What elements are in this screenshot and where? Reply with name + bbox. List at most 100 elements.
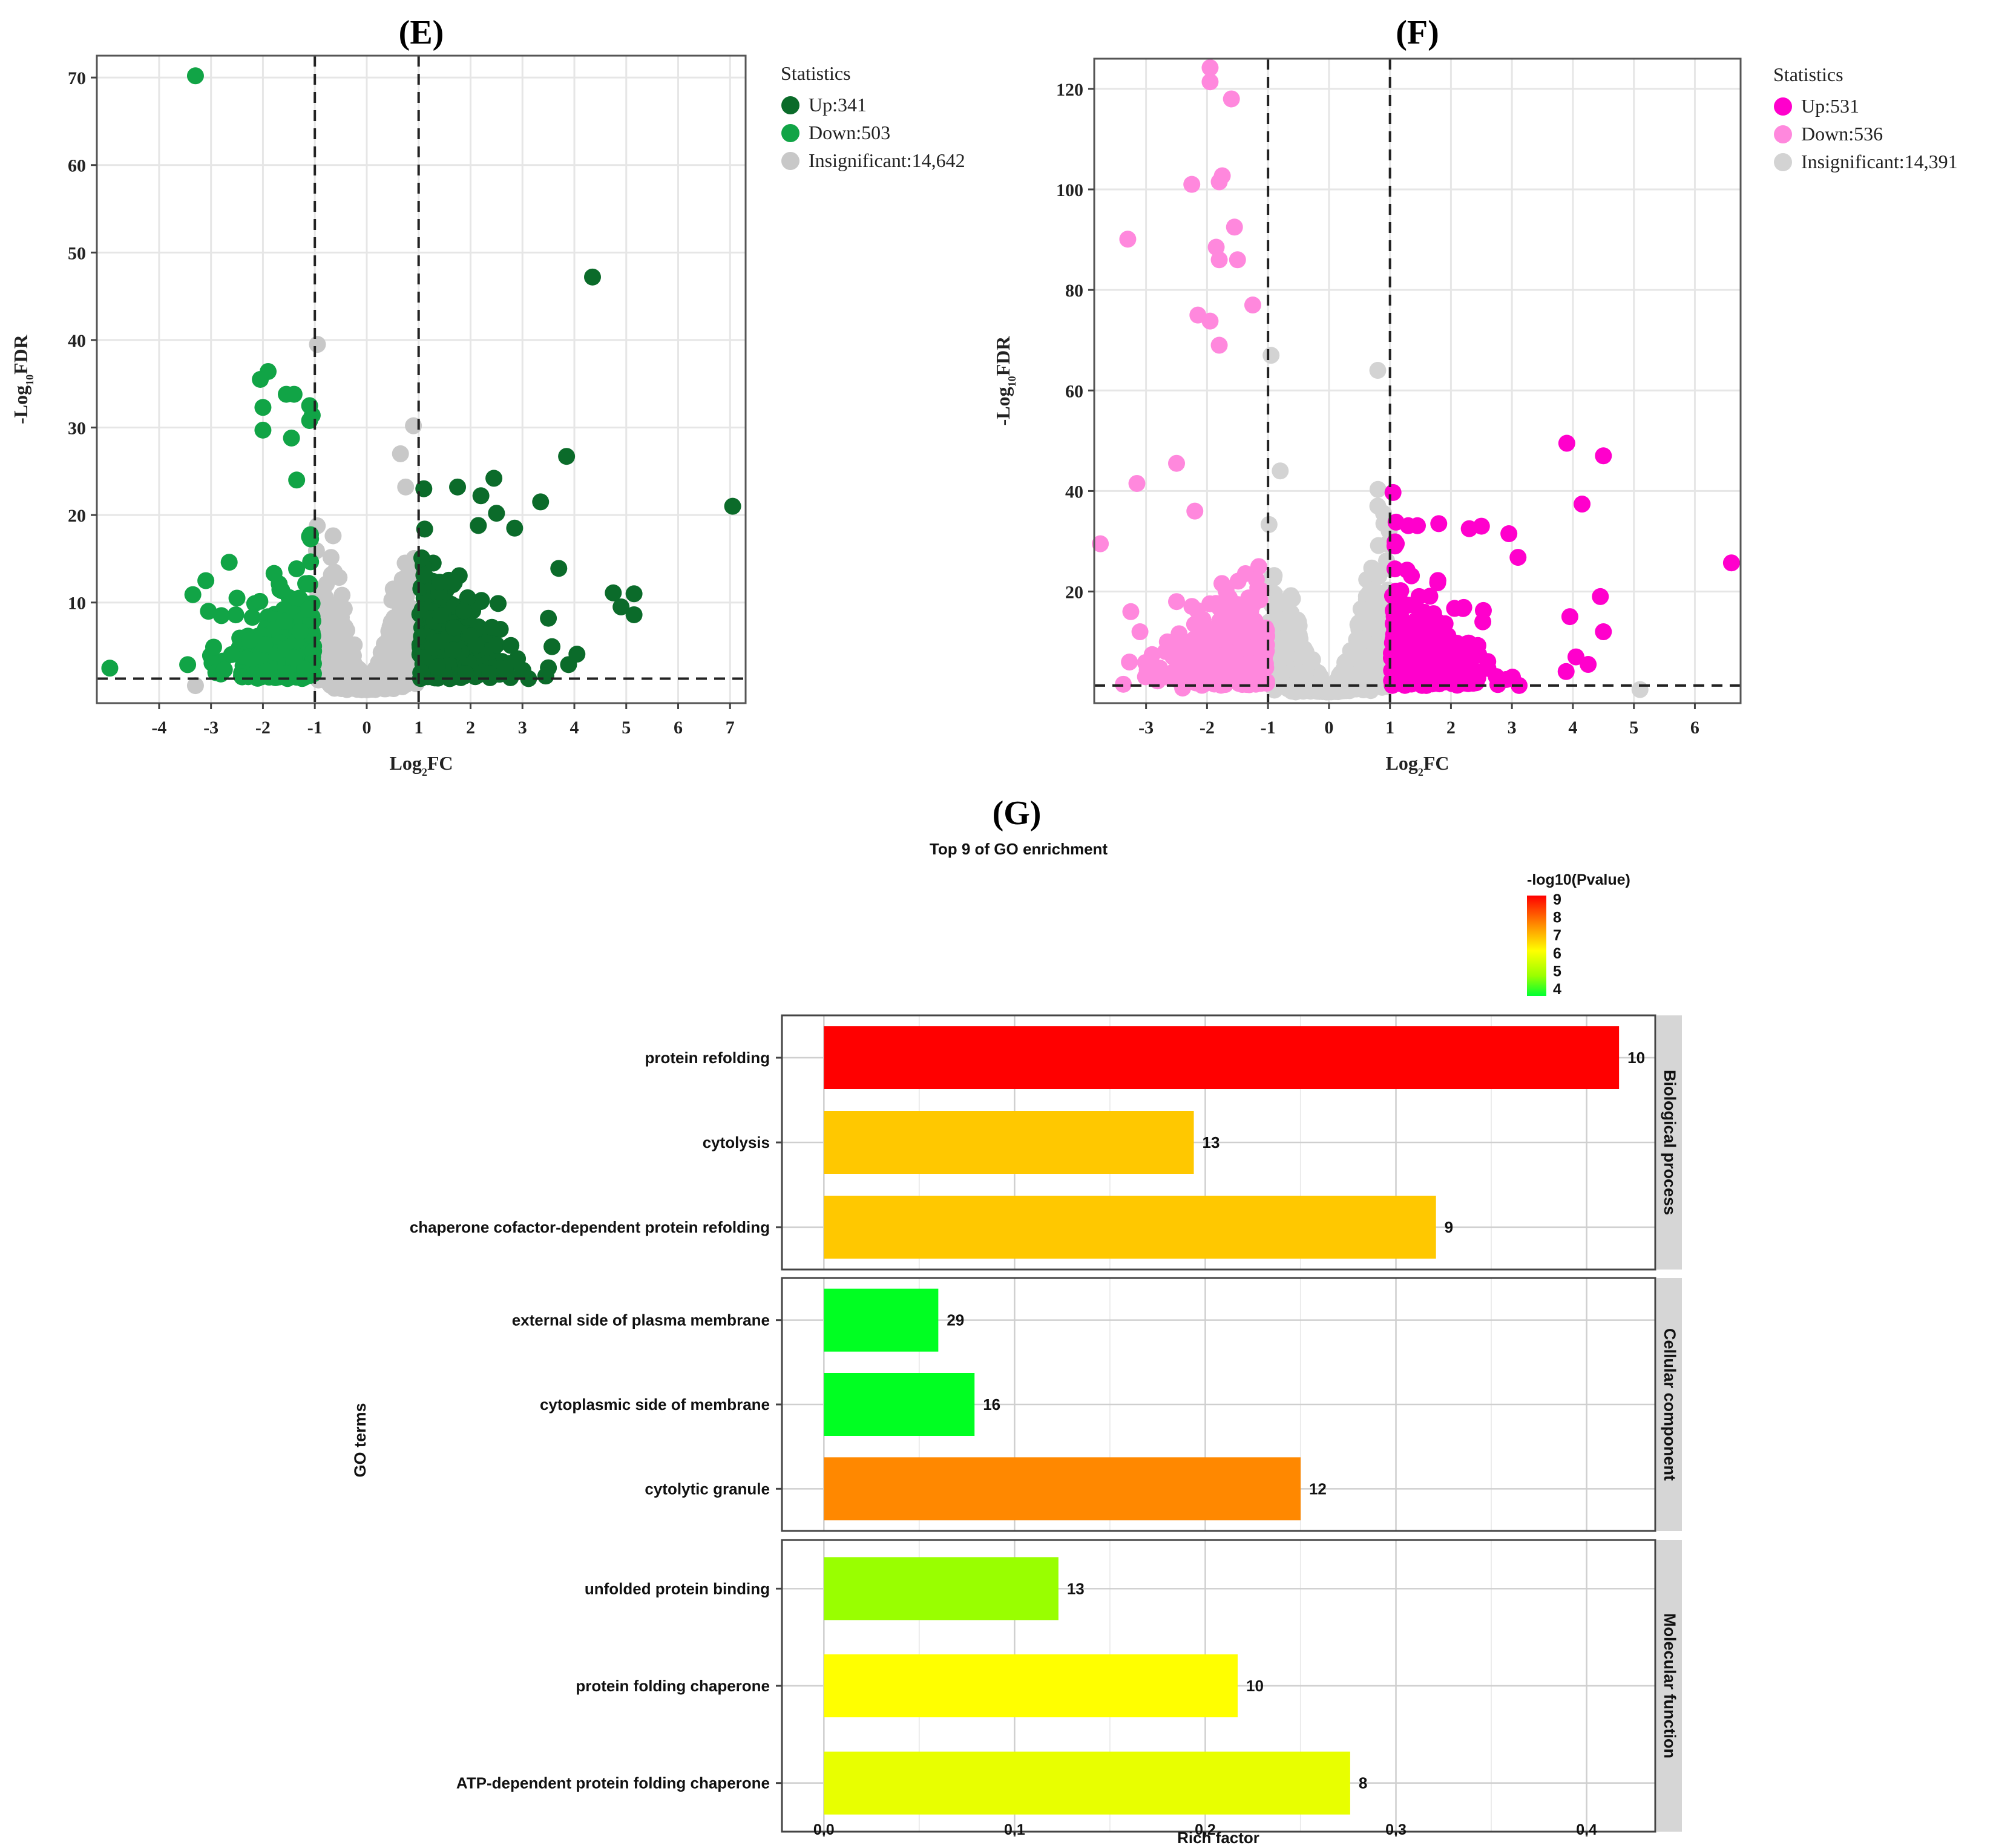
insignificant-point xyxy=(341,657,359,675)
x-tick-label: 1 xyxy=(414,718,423,738)
go-term-label: external side of plasma membrane xyxy=(512,1311,770,1329)
up-regulated-point xyxy=(483,618,501,636)
up-regulated-point xyxy=(605,584,622,601)
insignificant-point xyxy=(1272,462,1289,480)
down-regulated-point xyxy=(285,649,303,667)
y-axis-title: -Log10FDR xyxy=(10,334,36,424)
up-regulated-point xyxy=(428,658,446,676)
up-regulated-point xyxy=(496,660,514,677)
insignificant-point xyxy=(1273,630,1290,647)
insignificant-point xyxy=(380,623,398,640)
down-regulated-point xyxy=(212,607,230,624)
up-regulated-point xyxy=(1413,664,1431,681)
insignificant-point xyxy=(1353,669,1370,687)
enrichment-bar xyxy=(824,1373,975,1436)
color-legend-tick: 7 xyxy=(1553,927,1561,944)
x-tick-label: 6 xyxy=(674,718,683,738)
x-tick-label: -3 xyxy=(203,718,218,738)
y-tick-label: 30 xyxy=(68,419,86,439)
up-regulated-point xyxy=(1430,515,1448,532)
y-tick-label: 50 xyxy=(68,243,86,263)
color-legend-tick: 5 xyxy=(1553,963,1561,980)
down-regulated-point xyxy=(288,471,306,489)
down-regulated-point xyxy=(1210,336,1228,354)
go-term-label: chaperone cofactor-dependent protein ref… xyxy=(410,1218,770,1236)
up-regulated-point xyxy=(459,589,476,606)
x-tick-label: 5 xyxy=(1629,718,1638,738)
y-axis-title: GO terms xyxy=(351,1403,369,1477)
up-regulated-point xyxy=(1398,562,1416,579)
insignificant-points xyxy=(186,336,425,698)
up-regulated-point xyxy=(1411,603,1428,621)
up-regulated-point xyxy=(488,636,505,654)
down-regulated-point xyxy=(1168,454,1186,472)
up-regulated-point xyxy=(444,641,462,659)
down-regulated-point xyxy=(237,650,255,667)
x-axis-title: Log2FC xyxy=(1386,752,1449,778)
color-legend-tick: 6 xyxy=(1553,945,1561,962)
down-regulated-point xyxy=(1245,638,1262,656)
up-regulated-point xyxy=(1558,434,1575,452)
legend-label: Up:341 xyxy=(809,94,867,116)
y-tick-label: 10 xyxy=(68,594,86,614)
down-regulated-point xyxy=(1115,675,1132,693)
go-term-label: ATP-dependent protein folding chaperone xyxy=(456,1774,770,1792)
x-tick-label: -2 xyxy=(255,718,271,738)
down-regulated-point xyxy=(291,589,308,607)
down-regulated-point xyxy=(234,668,251,686)
down-regulated-point xyxy=(1201,73,1219,91)
insignificant-point xyxy=(321,632,338,649)
insignificant-point xyxy=(1297,664,1315,681)
insignificant-point xyxy=(1262,347,1280,364)
up-regulated-point xyxy=(625,585,643,603)
up-regulated-point xyxy=(1592,588,1609,605)
x-tick-label: 0.4 xyxy=(1576,1821,1597,1838)
y-tick-label: 120 xyxy=(1056,80,1083,100)
insignificant-point xyxy=(324,527,342,545)
panel-label: (E) xyxy=(399,14,444,51)
insignificant-point xyxy=(1293,641,1311,658)
insignificant-point xyxy=(1631,681,1649,698)
facet-panel: 29 external side of plasma membrane 16 cyto… xyxy=(512,1277,1682,1532)
x-tick-label: 5 xyxy=(622,718,631,738)
facet-strip-label: Cellular component xyxy=(1661,1328,1679,1481)
up-regulated-point xyxy=(1574,496,1591,513)
up-regulated-point xyxy=(1595,623,1612,641)
insignificant-point xyxy=(398,645,416,663)
legend-label: Down:503 xyxy=(809,122,890,143)
x-tick-label: 2 xyxy=(1446,718,1456,738)
down-regulated-point xyxy=(243,609,261,626)
up-regulated-point xyxy=(1722,554,1740,572)
up-regulated-point xyxy=(584,268,602,286)
facet-strip-label: Molecular function xyxy=(1661,1613,1679,1758)
down-regulated-point xyxy=(1210,173,1228,191)
up-regulated-point xyxy=(1411,636,1429,654)
insignificant-point xyxy=(1361,586,1378,603)
legend-label: Up:531 xyxy=(1801,95,1859,117)
legend-title: Statistics xyxy=(1773,64,1843,85)
down-regulated-point xyxy=(283,429,300,447)
gene-count-label: 10 xyxy=(1627,1049,1645,1067)
gene-count-label: 10 xyxy=(1246,1677,1264,1695)
up-regulated-point xyxy=(467,637,485,654)
down-regulated-point xyxy=(254,399,272,416)
y-tick-label: 70 xyxy=(68,68,86,88)
up-regulated-point xyxy=(1479,660,1497,677)
down-regulated-point xyxy=(1199,647,1216,665)
color-legend-tick: 8 xyxy=(1553,909,1561,926)
y-tick-label: 60 xyxy=(68,156,86,176)
insignificant-point xyxy=(379,639,397,657)
insignificant-point xyxy=(309,336,326,353)
enrichment-bar xyxy=(824,1196,1436,1259)
up-regulated-point xyxy=(415,649,432,667)
go-term-label: cytoplasmic side of membrane xyxy=(540,1395,770,1414)
down-regulated-point xyxy=(1226,218,1243,236)
up-regulated-point xyxy=(550,560,568,577)
insignificant-point xyxy=(335,635,353,653)
down-regulated-point xyxy=(272,580,290,598)
insignificant-point xyxy=(323,566,340,583)
up-regulated-point xyxy=(1437,658,1455,675)
down-regulated-point xyxy=(1119,231,1137,248)
down-regulated-point xyxy=(1210,251,1228,269)
